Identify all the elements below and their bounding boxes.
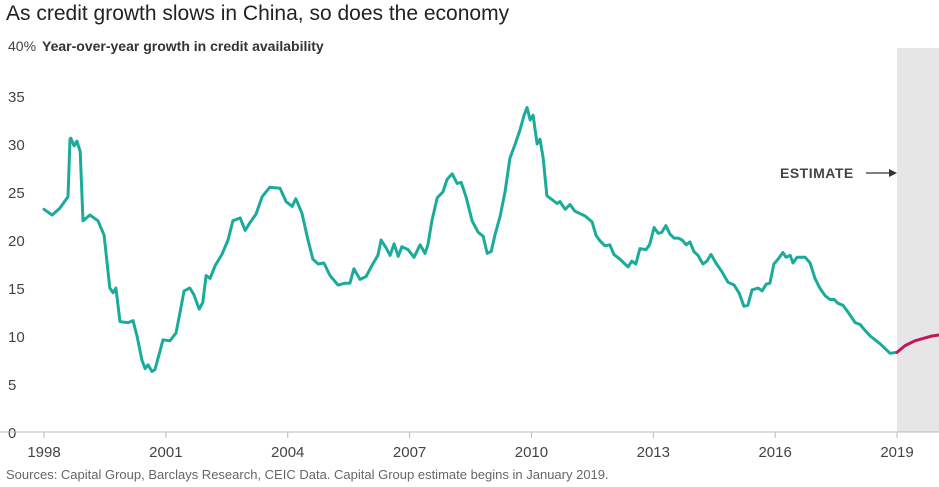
x-tick-label: 2004	[271, 444, 304, 461]
x-tick-label: 2007	[393, 444, 426, 461]
source-note: Sources: Capital Group, Barclays Researc…	[6, 467, 609, 482]
y-tick-label: 35	[8, 89, 25, 106]
y-tick-label: 15	[8, 281, 25, 298]
x-tick-label: 2013	[637, 444, 670, 461]
x-tick-label: 2016	[758, 444, 791, 461]
y-axis-label: Year-over-year growth in credit availabi…	[42, 38, 324, 54]
x-tick-label: 2001	[149, 444, 182, 461]
y-tick-label: 5	[8, 377, 16, 394]
estimate-label: ESTIMATE	[780, 165, 854, 181]
y-tick-label: 25	[8, 185, 25, 202]
y-tick-label: 20	[8, 233, 25, 250]
estimate-band	[897, 48, 939, 432]
x-tick-label: 1998	[27, 444, 60, 461]
y-tick-label: 0	[8, 425, 16, 442]
chart-title: As credit growth slows in China, so does…	[6, 2, 510, 25]
y-axis-header: 40% Year-over-year growth in credit avail…	[8, 38, 324, 54]
y-tick-label: 30	[8, 137, 25, 154]
y-top-tick-label: 40%	[8, 38, 37, 54]
actual-series-line	[42, 106, 899, 373]
estimate-series-line	[895, 333, 939, 354]
y-tick-label: 10	[8, 329, 25, 346]
estimate-annotation: ESTIMATE	[780, 165, 897, 181]
estimate-arrow-icon	[889, 169, 897, 177]
x-tick-label: 2010	[515, 444, 548, 461]
x-tick-label: 2019	[880, 444, 913, 461]
